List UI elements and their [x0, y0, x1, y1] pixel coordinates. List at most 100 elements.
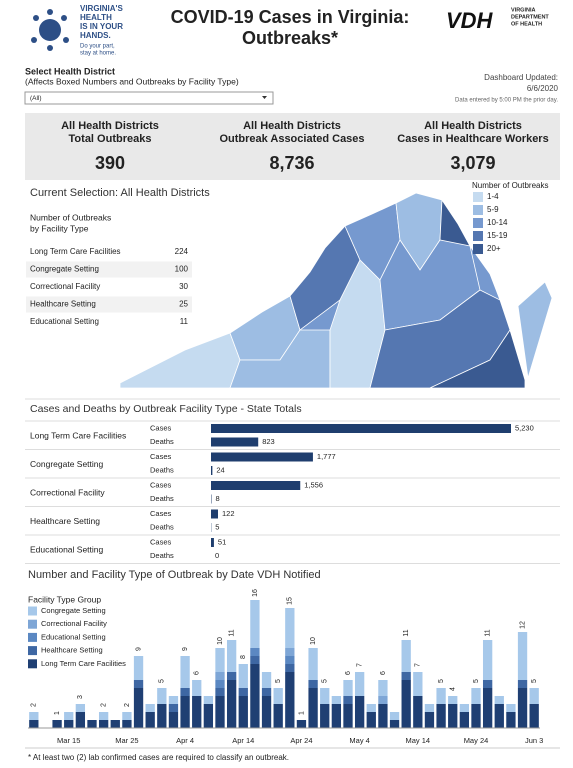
legend-label: Correctional Facility	[41, 619, 107, 628]
bar-segment	[215, 688, 225, 696]
total-label: 12	[519, 621, 526, 629]
vdh-sub: OF HEALTH	[511, 21, 542, 27]
series-label: Cases	[150, 480, 172, 489]
bar-segment	[250, 600, 260, 648]
bar-segment	[517, 680, 528, 688]
stat-value: 3,079	[450, 153, 495, 173]
bar-segment	[261, 688, 272, 696]
bar-segment	[133, 656, 144, 680]
bar-segment	[354, 696, 365, 728]
map-region	[119, 332, 241, 389]
bar-segment	[378, 680, 388, 696]
total-label: 2	[31, 703, 38, 707]
series-label: Deaths	[150, 465, 174, 474]
y-tick-label: Educational Setting	[30, 544, 104, 554]
logo-text: VIRGINIA'S	[80, 4, 123, 13]
bar-segment	[424, 704, 435, 712]
series-label: Cases	[150, 537, 172, 546]
bar-segment	[122, 720, 132, 728]
updated-date: 6/6/2020	[527, 84, 559, 93]
table-heading: Number of Outbreaks	[30, 212, 111, 222]
total-label: 1	[298, 711, 305, 715]
table-cell: 30	[179, 282, 188, 291]
bar-segment	[285, 664, 295, 672]
bar-segment	[424, 712, 435, 728]
bar-segment	[482, 680, 493, 688]
bar-segment	[354, 672, 365, 696]
bar-segment	[401, 640, 411, 672]
map-legend-label: 1-4	[487, 192, 499, 201]
series-label: Cases	[150, 452, 172, 461]
x-tick-label: Mar 25	[115, 736, 138, 745]
logo-tagline: stay at home.	[80, 51, 116, 57]
bar-segment	[529, 688, 539, 704]
dropdown-value[interactable]: (All)	[30, 95, 42, 102]
table-row-bg	[26, 296, 192, 313]
filter-label: Select Health District	[25, 66, 115, 76]
stat-label: All Health Districts	[61, 120, 159, 132]
legend-swatch	[28, 606, 37, 616]
x-tick-label: May 4	[349, 736, 369, 745]
bar	[211, 481, 301, 490]
bar-segment	[343, 680, 353, 696]
bar-segment	[226, 640, 237, 672]
bar-segment	[308, 688, 318, 728]
bar-segment	[529, 704, 539, 728]
bar-segment	[75, 704, 86, 712]
bar-segment	[308, 680, 318, 688]
bar-segment	[52, 720, 62, 728]
bar	[211, 466, 213, 475]
x-tick-label: May 24	[464, 736, 489, 745]
stat-label: Outbreak Associated Cases	[219, 133, 364, 145]
total-label: 6	[345, 671, 352, 675]
value-label: 8	[215, 494, 219, 503]
total-label: 5	[473, 679, 480, 683]
bar-segment	[238, 664, 248, 688]
total-label: 11	[403, 629, 410, 636]
value-label: 1,556	[304, 480, 323, 489]
dropdown-box[interactable]	[24, 91, 274, 105]
bar-segment	[145, 712, 155, 728]
dropdown-arrow[interactable]	[262, 96, 267, 99]
bar-segment	[436, 688, 446, 704]
total-label: 8	[240, 655, 247, 659]
total-label: 5	[322, 679, 329, 683]
bar-segment	[273, 704, 283, 728]
page-title: Outbreaks*	[242, 28, 338, 48]
map-region	[517, 281, 553, 379]
bar-segment	[168, 712, 179, 728]
district-dropdown[interactable]: (All)	[24, 91, 274, 105]
legend-label: Healthcare Setting	[41, 646, 103, 655]
bar-segment	[250, 664, 260, 728]
bar-segment	[378, 696, 388, 704]
total-label: 9	[135, 647, 142, 651]
bar-segment	[413, 696, 423, 728]
value-label: 0	[215, 551, 219, 560]
value-label: 51	[218, 537, 226, 546]
table-cell: Long Term Care Facilities	[30, 247, 121, 256]
bar-segment	[226, 680, 237, 728]
logo-text: HEALTH	[80, 13, 112, 22]
bar-segment	[64, 720, 74, 728]
table-heading: by Facility Type	[30, 223, 89, 233]
bar-segment	[192, 696, 202, 728]
updated-label: Dashboard Updated:	[484, 73, 558, 82]
bar-segment	[75, 712, 86, 728]
bar-segment	[203, 704, 214, 728]
table-cell: Educational Setting	[30, 317, 99, 326]
table-cell: 224	[175, 247, 189, 256]
bar-segment	[494, 704, 504, 728]
bar-segment	[238, 696, 248, 728]
legend-swatch	[28, 646, 37, 656]
bar-segment	[366, 712, 376, 728]
legend-title: Facility Type Group	[28, 594, 101, 604]
table-cell: 25	[179, 300, 188, 309]
total-label: 7	[356, 663, 363, 667]
vdh-sub: DEPARTMENT	[511, 14, 549, 20]
bar-segment	[320, 704, 330, 728]
virginia-map	[119, 192, 553, 389]
bar-segment	[401, 672, 411, 680]
stats-box	[25, 113, 560, 180]
bar-segment	[331, 696, 342, 704]
